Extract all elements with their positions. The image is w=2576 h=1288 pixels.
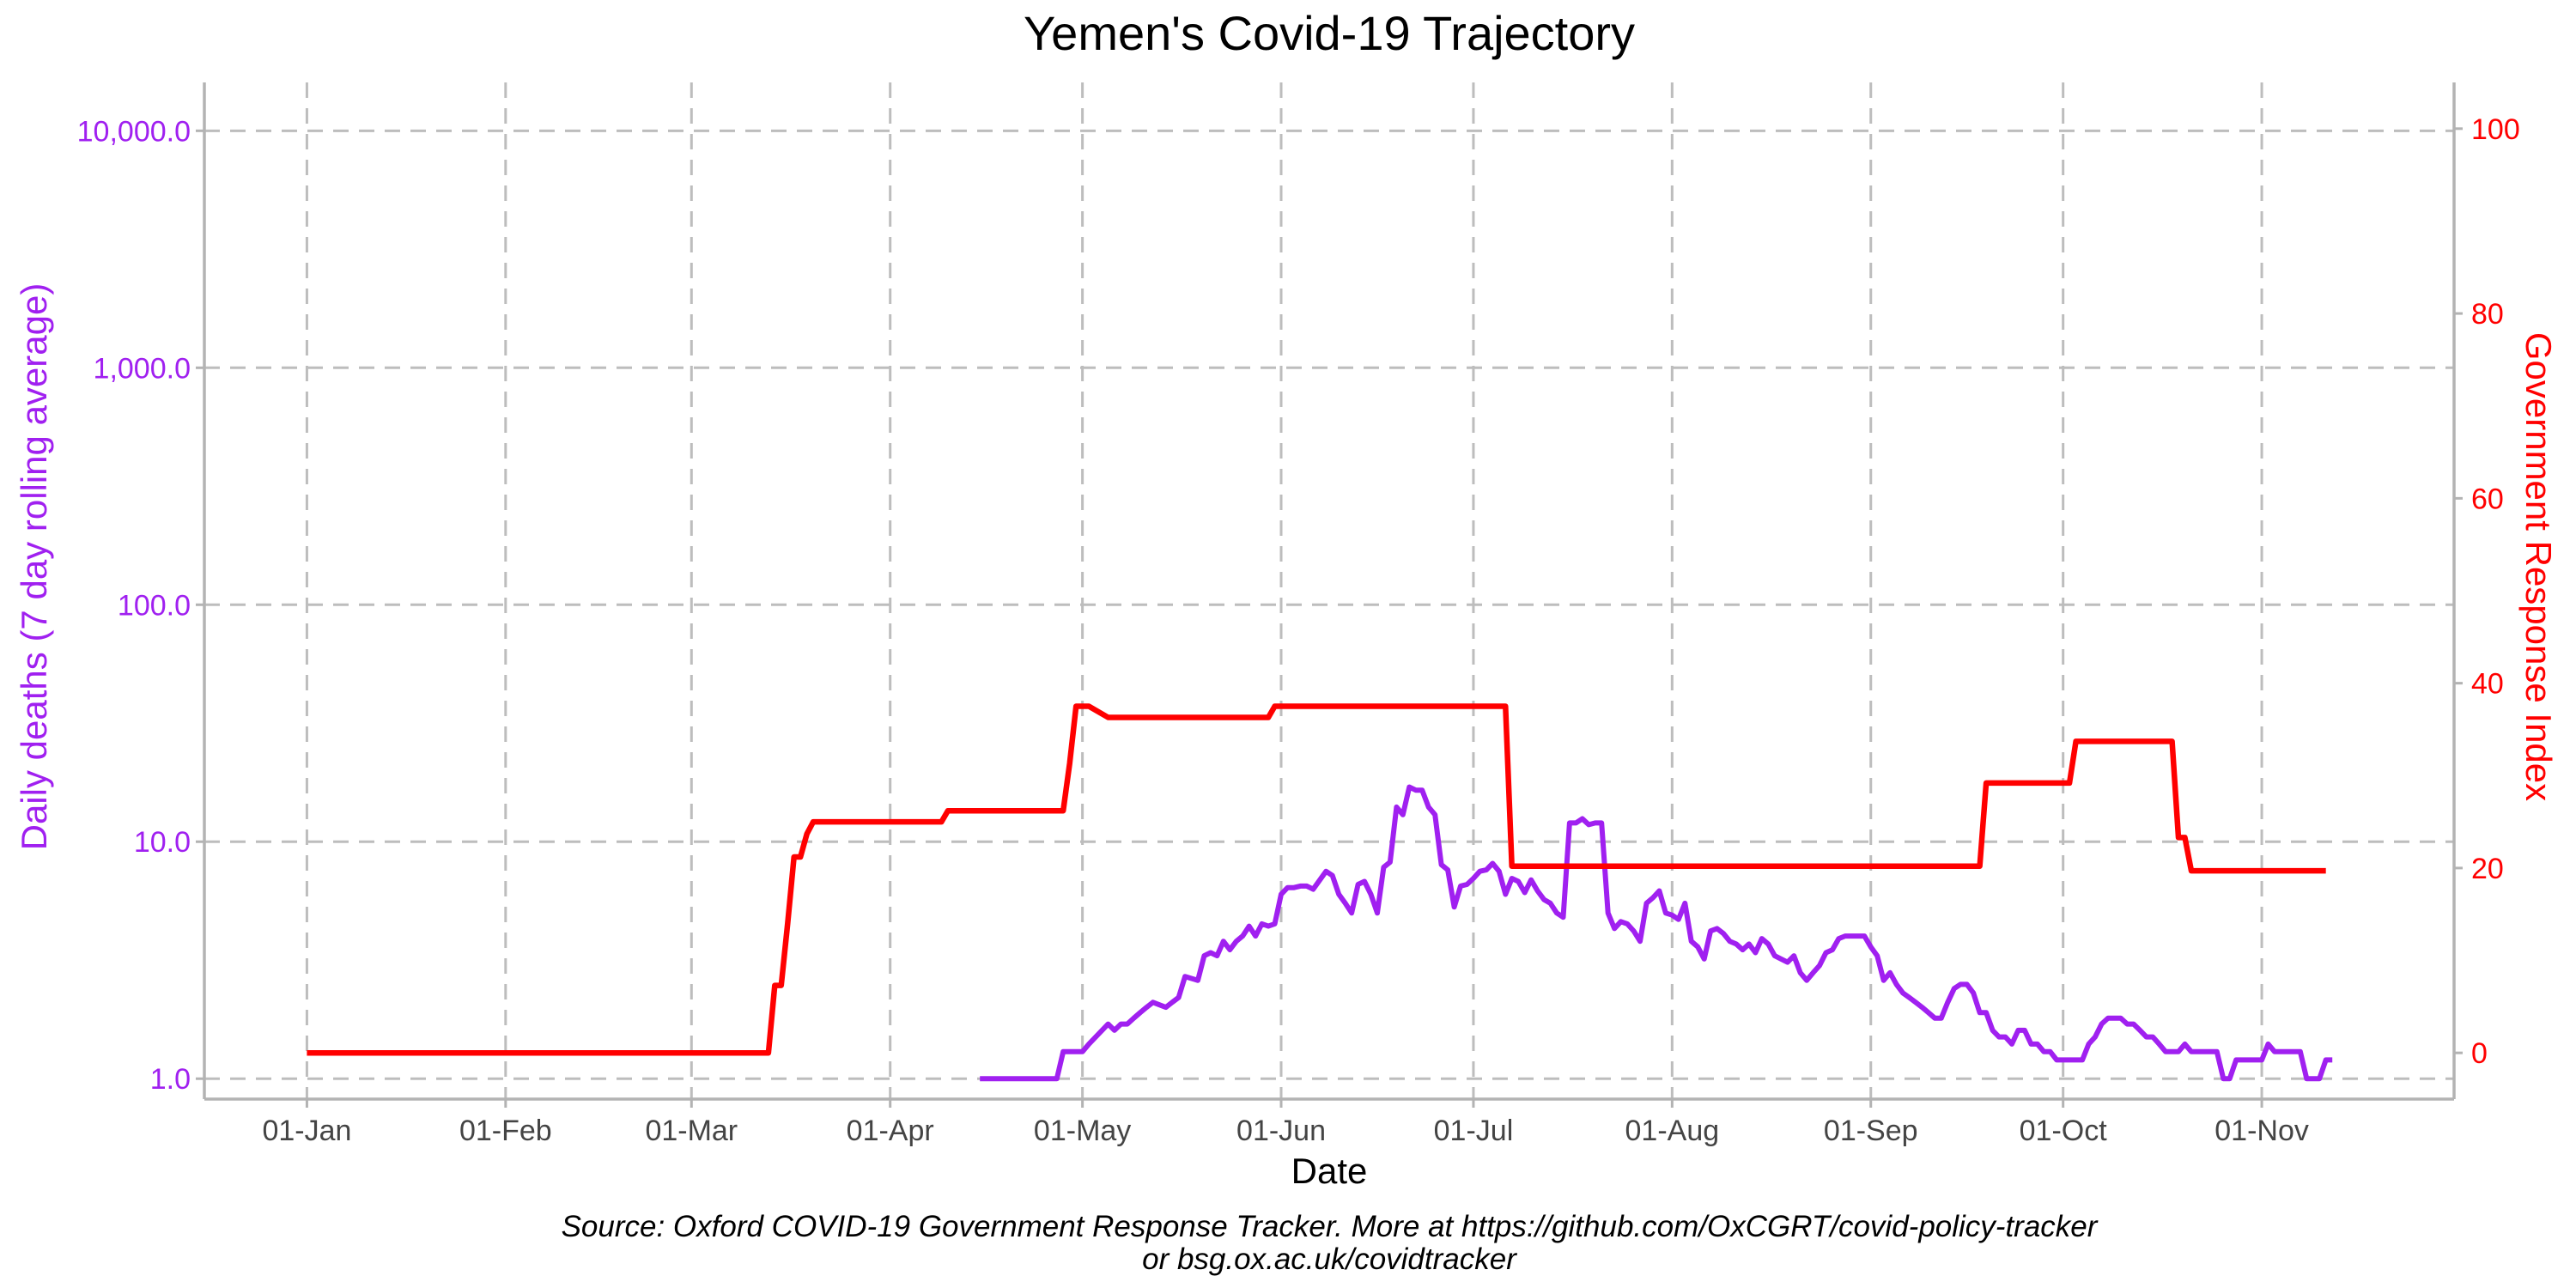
x-tick-label: 01-Aug	[1625, 1115, 1720, 1147]
left-tick-label: 1,000.0	[94, 352, 191, 385]
ticks-layer: 1.0 10.0 100.0 1,000.0 10,000.0 01-Jan 01-Feb 0…	[77, 113, 2520, 1147]
x-tick-label: 01-Apr	[847, 1115, 934, 1147]
government-response-index-line	[307, 703, 2326, 1056]
series-layer	[307, 703, 2333, 1082]
x-tick-label: 01-Mar	[645, 1115, 738, 1147]
right-axis-title: Government Response Index	[2518, 332, 2559, 801]
source-caption-line-2: or bsg.ox.ac.uk/covidtracker	[1142, 1242, 1517, 1276]
chart-title: Yemen's Covid-19 Trajectory	[1024, 6, 1635, 60]
axes-layer	[203, 82, 2456, 1101]
x-axis-title: Date	[1291, 1151, 1368, 1191]
x-tick-label: 01-Oct	[2020, 1115, 2108, 1147]
right-tick-label: 20	[2471, 853, 2504, 885]
x-tick-label: 01-Jan	[262, 1115, 351, 1147]
grid-layer	[204, 82, 2454, 1099]
source-caption-line-1: Source: Oxford COVID-19 Government Respo…	[562, 1210, 2099, 1243]
right-tick-label: 0	[2471, 1037, 2488, 1070]
x-tick-label: 01-Nov	[2215, 1115, 2309, 1147]
right-tick-label: 60	[2471, 483, 2504, 515]
x-tick-label: 01-Jul	[1434, 1115, 1514, 1147]
x-tick-label: 01-Feb	[459, 1115, 552, 1147]
left-tick-label: 1.0	[150, 1063, 191, 1096]
x-tick-label: 01-Sep	[1824, 1115, 1918, 1147]
left-tick-label: 10.0	[134, 826, 191, 859]
right-tick-label: 100	[2471, 113, 2520, 146]
x-tick-label: 01-Jun	[1236, 1115, 1326, 1147]
right-tick-label: 80	[2471, 298, 2504, 331]
daily-deaths-line	[980, 784, 2333, 1082]
left-tick-label: 10,000.0	[77, 115, 191, 148]
left-axis-title: Daily deaths (7 day rolling average)	[14, 283, 54, 851]
left-tick-label: 100.0	[118, 589, 191, 622]
x-tick-label: 01-May	[1034, 1115, 1131, 1147]
right-tick-label: 40	[2471, 668, 2504, 701]
